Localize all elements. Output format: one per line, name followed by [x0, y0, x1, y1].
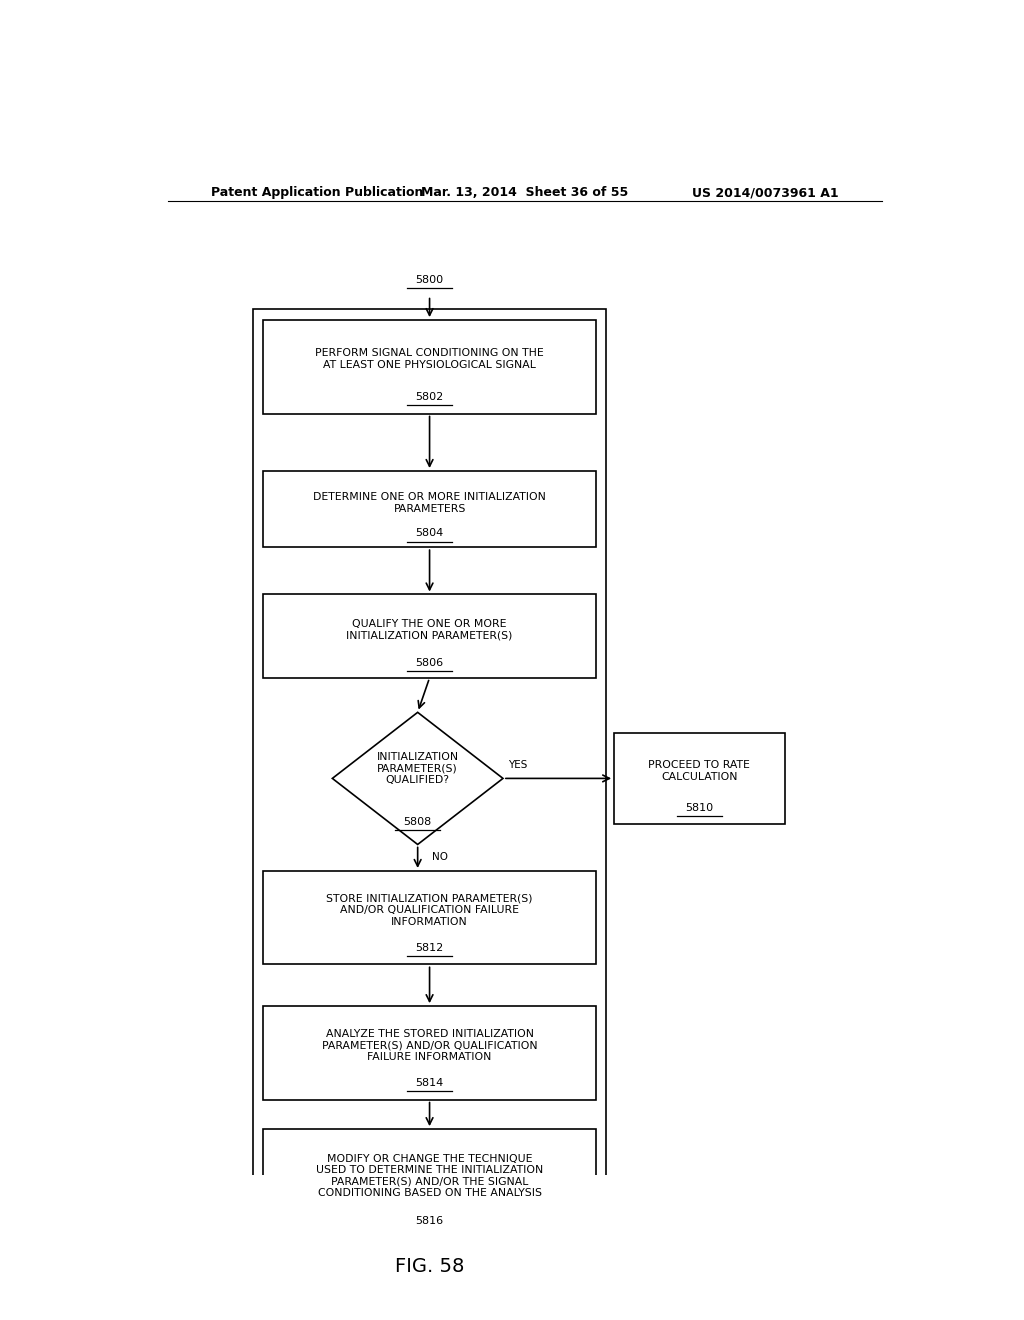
Bar [614, 733, 784, 824]
Bar [263, 471, 596, 548]
Text: US 2014/0073961 A1: US 2014/0073961 A1 [691, 186, 839, 199]
Text: PERFORM SIGNAL CONDITIONING ON THE
AT LEAST ONE PHYSIOLOGICAL SIGNAL: PERFORM SIGNAL CONDITIONING ON THE AT LE… [315, 348, 544, 370]
Polygon shape [333, 713, 503, 845]
Text: FIG. 58: FIG. 58 [395, 1257, 464, 1275]
Bar [263, 1006, 596, 1100]
Text: INITIALIZATION
PARAMETER(S)
QUALIFIED?: INITIALIZATION PARAMETER(S) QUALIFIED? [377, 751, 459, 785]
Text: STORE INITIALIZATION PARAMETER(S)
AND/OR QUALIFICATION FAILURE
INFORMATION: STORE INITIALIZATION PARAMETER(S) AND/OR… [327, 894, 532, 927]
Bar [263, 594, 596, 677]
Text: Patent Application Publication: Patent Application Publication [211, 186, 424, 199]
Text: 5808: 5808 [403, 817, 432, 828]
Text: 5816: 5816 [416, 1216, 443, 1226]
Text: 5812: 5812 [416, 942, 443, 953]
Bar [253, 309, 606, 1243]
Text: NO: NO [432, 851, 447, 862]
Text: PROCEED TO RATE
CALCULATION: PROCEED TO RATE CALCULATION [648, 760, 751, 781]
Text: QUALIFY THE ONE OR MORE
INITIALIZATION PARAMETER(S): QUALIFY THE ONE OR MORE INITIALIZATION P… [346, 619, 513, 640]
Text: 5800: 5800 [416, 276, 443, 285]
Text: DETERMINE ONE OR MORE INITIALIZATION
PARAMETERS: DETERMINE ONE OR MORE INITIALIZATION PAR… [313, 492, 546, 513]
Text: 5802: 5802 [416, 392, 443, 401]
Bar [263, 1129, 596, 1241]
Bar [263, 319, 596, 413]
Text: ANALYZE THE STORED INITIALIZATION
PARAMETER(S) AND/OR QUALIFICATION
FAILURE INFO: ANALYZE THE STORED INITIALIZATION PARAME… [322, 1028, 538, 1063]
Text: YES: YES [508, 760, 527, 770]
Text: Mar. 13, 2014  Sheet 36 of 55: Mar. 13, 2014 Sheet 36 of 55 [421, 186, 629, 199]
Text: MODIFY OR CHANGE THE TECHNIQUE
USED TO DETERMINE THE INITIALIZATION
PARAMETER(S): MODIFY OR CHANGE THE TECHNIQUE USED TO D… [316, 1154, 543, 1199]
Bar [263, 871, 596, 965]
Text: 5814: 5814 [416, 1077, 443, 1088]
Text: 5804: 5804 [416, 528, 443, 539]
Text: 5810: 5810 [685, 803, 714, 813]
Text: 5806: 5806 [416, 657, 443, 668]
